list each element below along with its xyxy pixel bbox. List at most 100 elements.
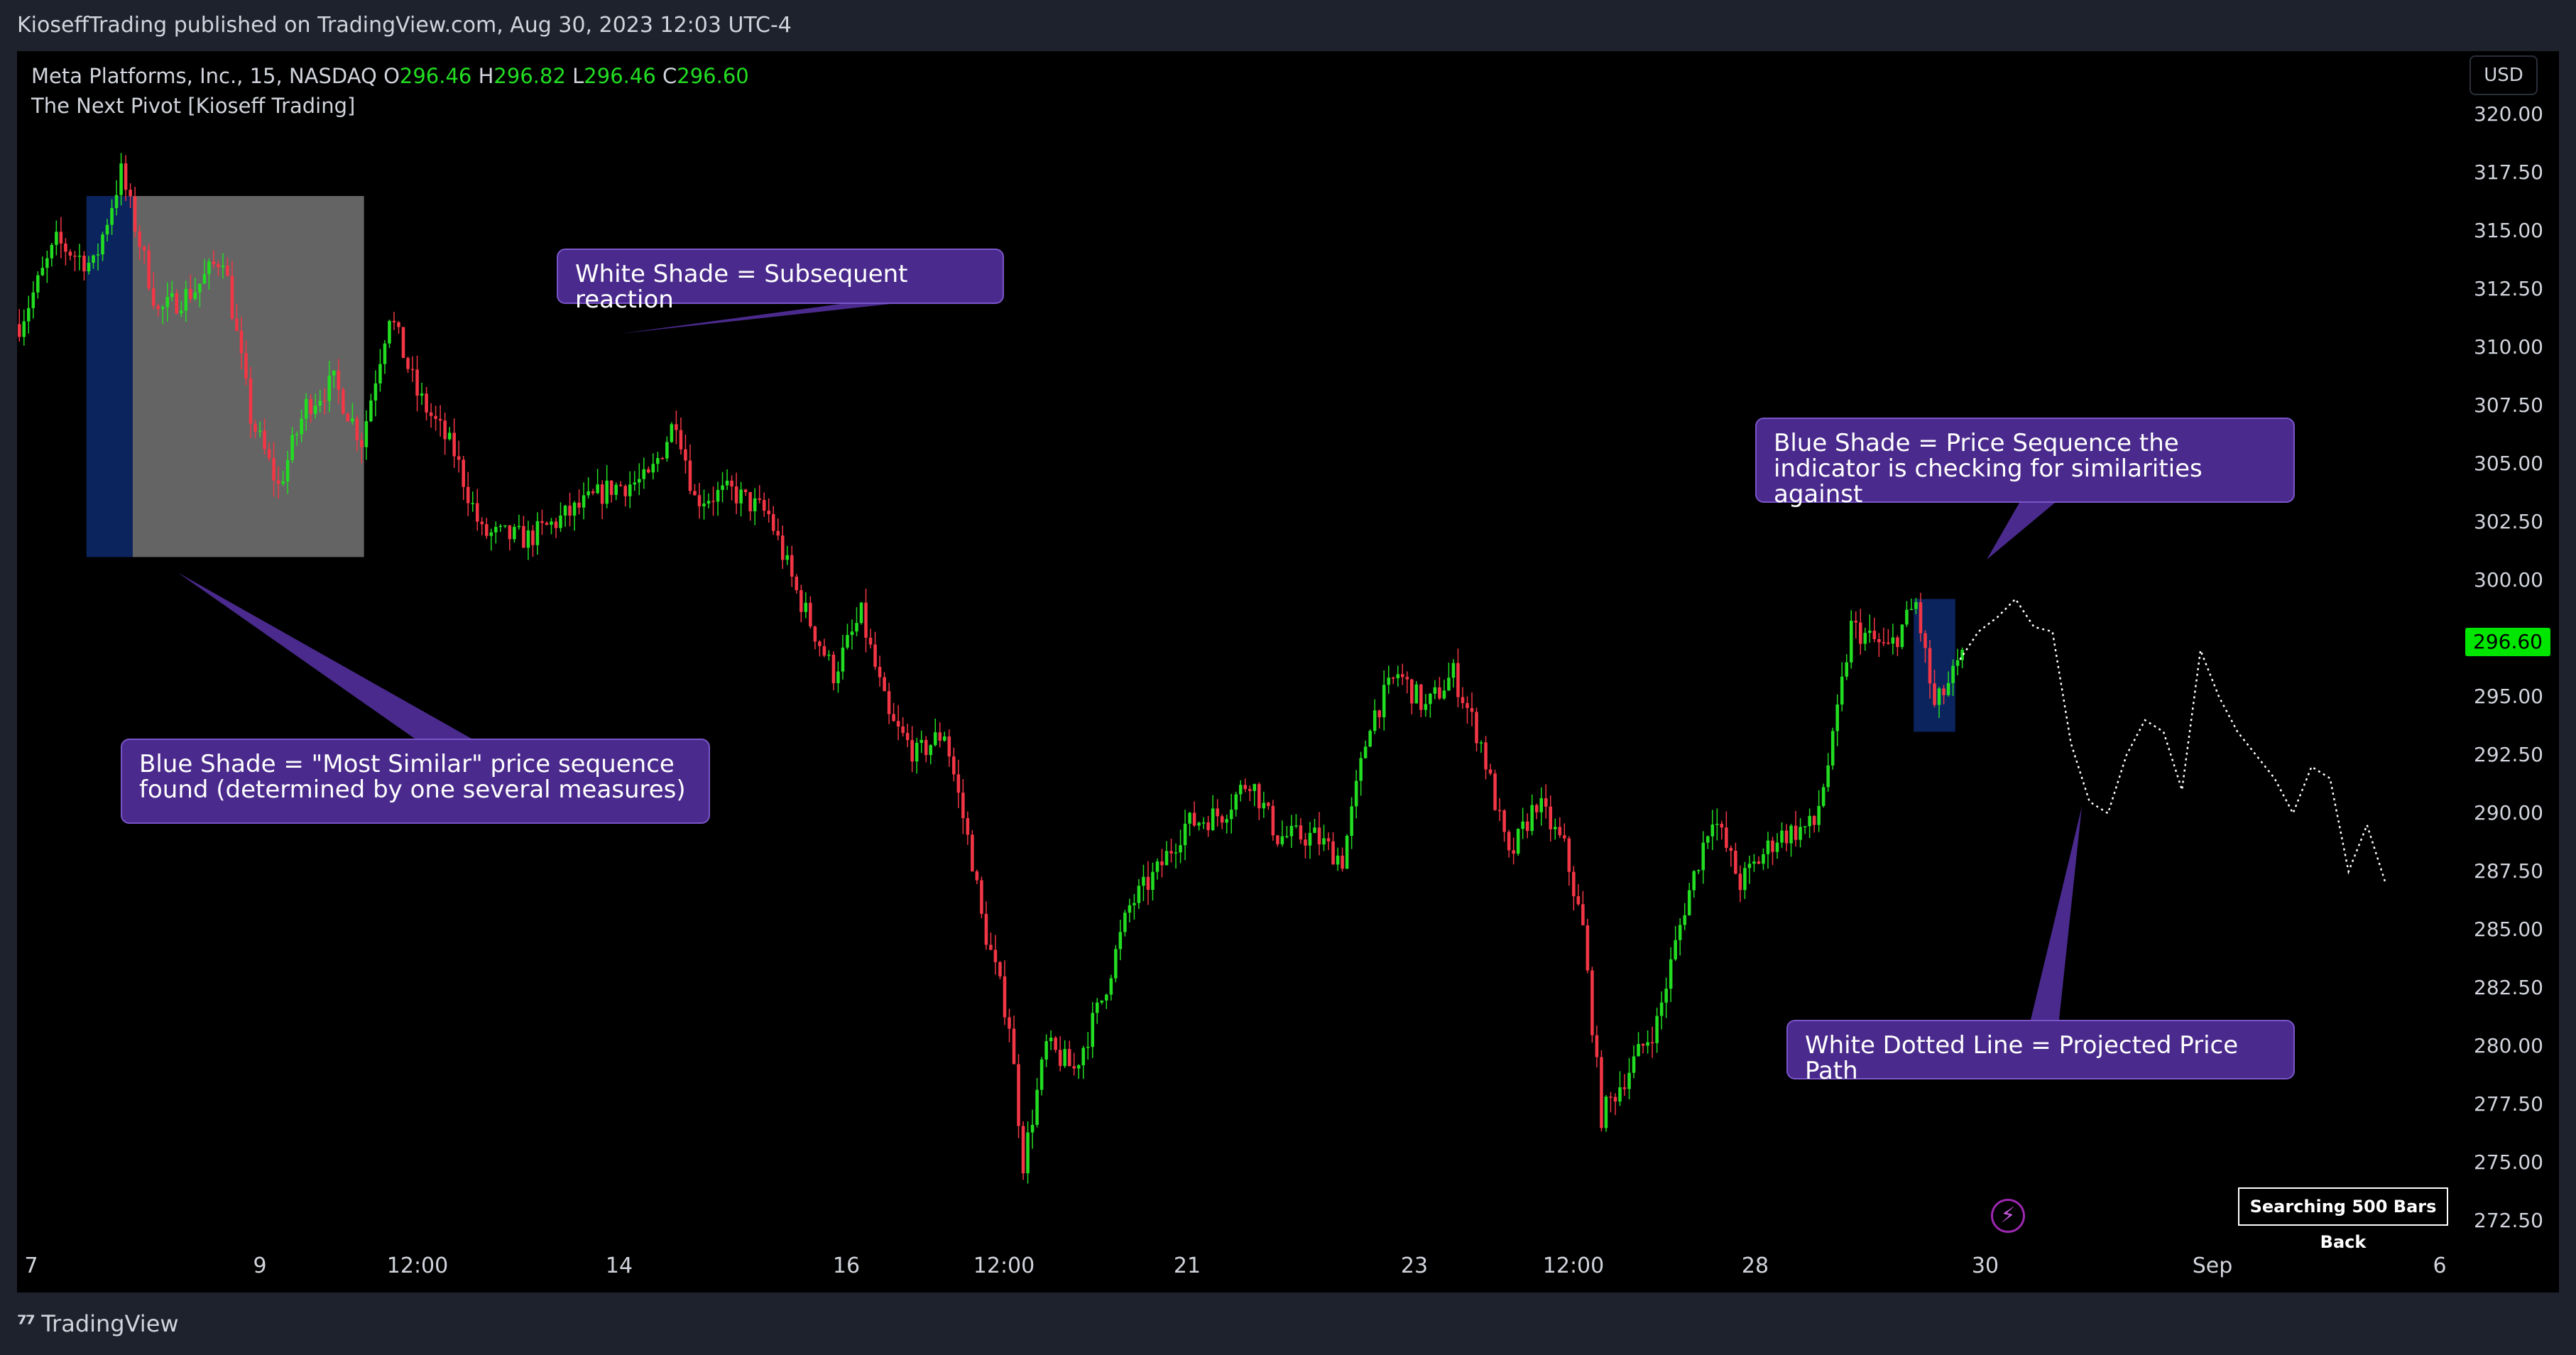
candle-body (675, 424, 678, 430)
candle-body (1650, 1042, 1654, 1044)
candle-body (1271, 805, 1275, 836)
candle-body (947, 736, 951, 757)
candle-body (1299, 825, 1303, 840)
tradingview-brand[interactable]: TradingView (41, 1310, 179, 1337)
candle-body (1859, 622, 1862, 644)
candle-body (1414, 684, 1419, 704)
candle-body (1539, 798, 1544, 812)
candle-body (550, 521, 553, 525)
callout-blue-shade-match-pointer (178, 572, 471, 739)
candle-body (1632, 1056, 1636, 1073)
candle-body (1391, 678, 1395, 679)
candle-body (1109, 978, 1113, 995)
candle-body (285, 459, 290, 481)
candle-body (1086, 1047, 1090, 1048)
blue-shade-region-0 (86, 196, 133, 557)
candle-body (360, 440, 364, 447)
currency-button[interactable]: USD (2469, 55, 2538, 95)
candle-body (249, 378, 253, 424)
callout-blue-shade-current-pointer (1987, 503, 2055, 560)
candle-body (582, 495, 586, 508)
candle-body (780, 535, 785, 560)
x-tick-label: 6 (2433, 1253, 2447, 1278)
candle-body (734, 486, 738, 504)
candle-body (64, 243, 67, 252)
lightning-bolt-icon[interactable]: ⚡ (1991, 1199, 2025, 1233)
candle-body (1729, 847, 1733, 851)
open-label: O (383, 64, 400, 88)
y-tick-label: 277.50 (2474, 1092, 2543, 1116)
candle-body (447, 432, 452, 440)
y-tick-label: 287.50 (2474, 859, 2543, 883)
candle-body (239, 331, 244, 354)
candle-body (1817, 805, 1821, 825)
candle-body (1678, 925, 1682, 940)
candle-body (475, 503, 479, 522)
candle-body (1350, 806, 1353, 836)
candle-body (809, 602, 812, 627)
candle-body (498, 526, 503, 528)
candle-body (59, 232, 63, 244)
candle-body (1262, 802, 1266, 809)
candle-body (1572, 871, 1576, 897)
candle-body (1072, 1066, 1076, 1069)
candle-body (1576, 896, 1581, 905)
candle-body (392, 320, 396, 322)
candle-body (1401, 674, 1404, 678)
candle-body (1586, 925, 1590, 971)
candle-body (1438, 687, 1441, 699)
candle-body (1554, 827, 1557, 829)
y-tick-label: 285.00 (2474, 918, 2543, 942)
candle-body (1336, 855, 1340, 865)
candle-body (82, 256, 86, 272)
candle-body (665, 442, 669, 459)
price-chart[interactable] (17, 51, 2559, 1293)
candle-body (1784, 830, 1789, 844)
candle-body (1928, 648, 1932, 684)
candle-body (1558, 827, 1562, 836)
candle-body (660, 458, 665, 459)
callout-dotted-line: White Dotted Line = Projected Price Path (1786, 1020, 2295, 1084)
candle-body (743, 489, 748, 492)
candle-body (1039, 1059, 1044, 1090)
y-tick-label: 307.50 (2474, 393, 2543, 418)
indicator-name[interactable]: The Next Pivot [Kioseff Trading] (31, 94, 356, 118)
candle-body (831, 654, 836, 684)
candle-body (1142, 876, 1145, 886)
candle-body (364, 421, 369, 447)
candle-body (1354, 780, 1358, 807)
candle-body (1692, 871, 1696, 891)
candle-body (1872, 631, 1877, 639)
candle-body (975, 871, 979, 881)
candle-body (1026, 1132, 1030, 1174)
candle-body (1447, 678, 1451, 691)
candle-body (577, 502, 581, 508)
candle-body (110, 207, 114, 225)
candle-body (1160, 861, 1164, 866)
candle-body (290, 435, 294, 460)
candle-body (373, 383, 378, 401)
candle-body (1567, 838, 1571, 872)
candle-body (17, 324, 21, 337)
candle-body (1534, 805, 1539, 812)
candle-body (679, 430, 683, 450)
candle-body (1345, 835, 1349, 869)
candle-body (711, 501, 715, 502)
candle-body (415, 369, 419, 396)
candle-body (1507, 832, 1511, 851)
candle-body (429, 412, 433, 416)
candle-body (1289, 825, 1294, 837)
candle-body (68, 251, 72, 256)
candle-body (1021, 1126, 1025, 1174)
candle-body (952, 756, 956, 775)
candle-body (175, 293, 179, 314)
candle-body (129, 190, 132, 197)
candle-body (1830, 731, 1835, 766)
candle-body (1826, 765, 1830, 788)
y-tick-label: 280.00 (2474, 1034, 2543, 1058)
candle-body (1322, 838, 1326, 845)
y-tick-label: 320.00 (2474, 102, 2543, 126)
chart-pane[interactable]: Meta Platforms, Inc., 15, NASDAQ O296.46… (17, 51, 2559, 1293)
candle-body (462, 459, 465, 487)
callout-dotted-line-text: White Dotted Line = Projected Price Path (1805, 1031, 2239, 1085)
